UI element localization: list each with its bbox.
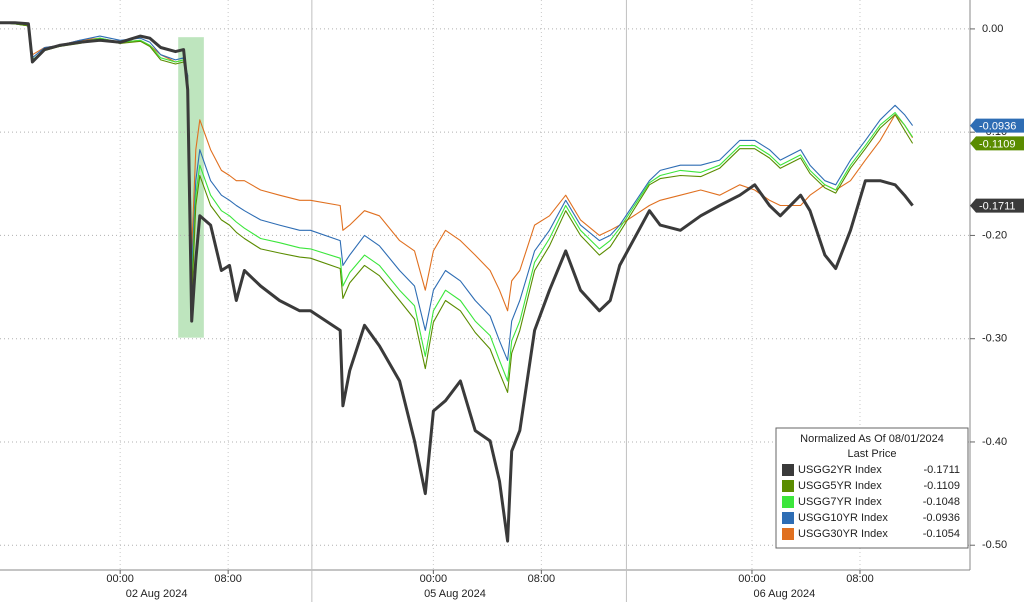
date-label: 06 Aug 2024 [753,588,815,600]
y-tick-label: 0.00 [982,23,1003,35]
legend-label: USGG5YR Index [798,480,882,492]
date-label: 05 Aug 2024 [424,588,486,600]
legend-label: USGG10YR Index [798,512,888,524]
legend-label: USGG7YR Index [798,496,882,508]
value-tag-label: -0.1109 [979,138,1016,150]
y-tick-label: -0.20 [982,229,1007,241]
legend-label: USGG30YR Index [798,528,888,540]
legend-swatch [782,496,794,508]
y-tick-label: -0.30 [982,333,1007,345]
legend-label: USGG2YR Index [798,464,882,476]
value-tag-label: -0.0936 [979,120,1016,132]
value-tag-label: -0.1711 [979,200,1016,212]
x-tick-label: 00:00 [738,573,766,585]
date-label: 02 Aug 2024 [126,588,188,600]
series-line [0,21,914,543]
x-tick-label: 08:00 [846,573,874,585]
legend-value: -0.0936 [923,512,960,524]
x-tick-label: 00:00 [420,573,448,585]
legend-value: -0.1109 [924,480,961,492]
y-tick-label: -0.40 [982,436,1007,448]
legend-swatch [782,480,794,492]
legend-subtitle: Last Price [848,448,897,460]
legend-value: -0.1711 [924,464,961,476]
x-tick-label: 00:00 [106,573,134,585]
series-line [0,22,914,393]
x-tick-label: 08:00 [214,573,242,585]
series-line [0,22,914,361]
value-tag [970,118,1024,133]
x-tick-label: 08:00 [528,573,556,585]
legend-swatch [782,464,794,476]
legend-swatch [782,512,794,524]
legend-value: -0.1054 [923,528,960,540]
legend-title: Normalized As Of 08/01/2024 [800,433,944,445]
legend-box [775,427,969,549]
y-tick-label: -0.50 [982,539,1007,551]
value-tag [970,198,1024,213]
legend-value: -0.1048 [923,496,960,508]
legend-swatch [782,528,794,540]
series-line [0,22,914,382]
value-tag [970,136,1024,151]
